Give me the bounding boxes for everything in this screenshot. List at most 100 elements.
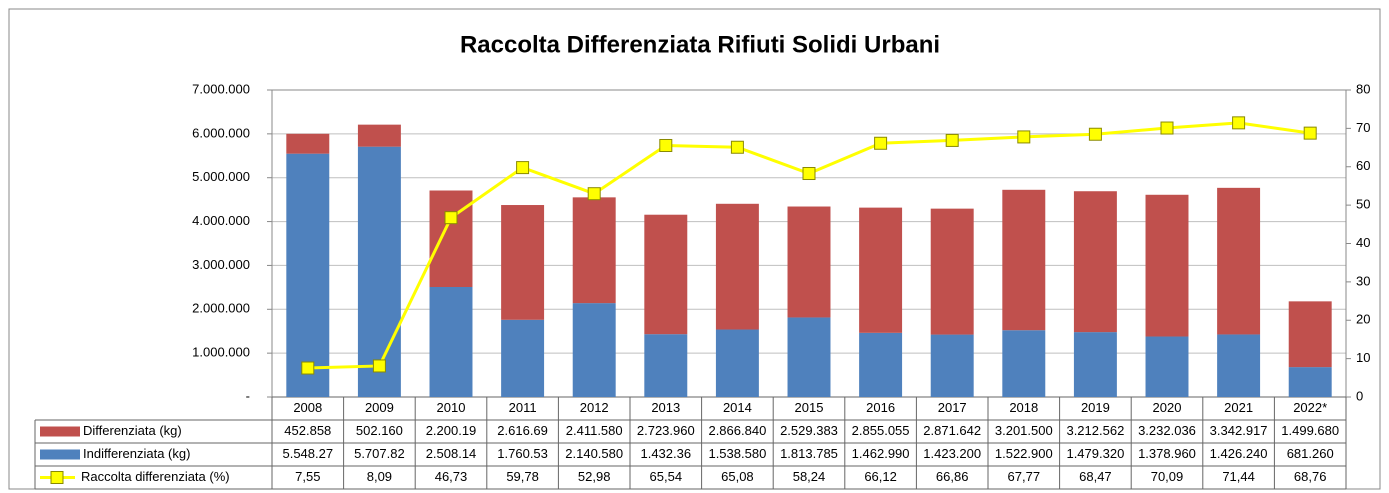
legend-label: Differenziata (kg) (83, 423, 182, 438)
table-cell: 3.342.917 (1210, 423, 1268, 438)
table-cell: 8,09 (367, 469, 392, 484)
bar (429, 190, 473, 288)
table-cell: 1.432.36 (640, 446, 691, 461)
marker (587, 187, 601, 201)
marker (1303, 126, 1317, 140)
table-cell: 2.411.580 (566, 423, 623, 438)
marker (1160, 121, 1174, 135)
table-cell: 58,24 (793, 469, 826, 484)
bar (1002, 189, 1046, 331)
legend-key (40, 449, 80, 460)
bar (357, 124, 401, 147)
table-cell: 1.479.320 (1066, 446, 1124, 461)
table-cell: 68,76 (1294, 469, 1327, 484)
x-tick-label: 2011 (509, 400, 537, 415)
table-cell: 3.232.036 (1138, 423, 1196, 438)
table-cell: 2.723.960 (637, 423, 695, 438)
table-cell: 71,44 (1222, 469, 1255, 484)
y2-tick-label: 70 (1356, 120, 1370, 135)
marker (1017, 130, 1031, 144)
bar (644, 214, 688, 335)
x-tick-label: 2020 (1153, 400, 1182, 415)
table-cell: 5.707.82 (354, 446, 405, 461)
table-cell: 3.201.500 (995, 423, 1053, 438)
bar (1145, 194, 1189, 337)
bar (429, 287, 473, 397)
bar (286, 153, 330, 397)
table-cell: 1.426.240 (1210, 446, 1268, 461)
y2-tick-label: 0 (1356, 388, 1363, 403)
table-cell: 2.140.580 (565, 446, 623, 461)
x-tick-label: 2013 (651, 400, 680, 415)
bar (501, 319, 545, 397)
y2-tick-label: 40 (1356, 235, 1370, 250)
table-cell: 1.522.900 (995, 446, 1053, 461)
x-tick-label: 2012 (580, 400, 609, 415)
marker (1088, 127, 1102, 141)
table-cell: 2.855.055 (852, 423, 910, 438)
bar (715, 329, 759, 397)
y-tick-label: - (246, 388, 250, 403)
marker (802, 167, 816, 181)
table-cell: 1.499.680 (1281, 423, 1339, 438)
table-cell: 70,09 (1151, 469, 1184, 484)
x-tick-label: 2014 (723, 400, 752, 415)
bar (787, 317, 831, 397)
legend-key (40, 426, 80, 437)
table-cell: 1.423.200 (923, 446, 981, 461)
table-cell: 2.616.69 (497, 423, 548, 438)
bar (859, 332, 903, 397)
marker (372, 359, 386, 373)
table-cell: 452.858 (284, 423, 331, 438)
marker (1232, 116, 1246, 130)
table-cell: 502.160 (356, 423, 403, 438)
table-cell: 2.529.383 (780, 423, 838, 438)
x-tick-label: 2021 (1224, 400, 1253, 415)
table-cell: 1.813.785 (780, 446, 838, 461)
y-tick-label: 6.000.000 (192, 125, 250, 140)
table-cell: 5.548.27 (282, 446, 333, 461)
legend-label: Raccolta differenziata (%) (81, 469, 230, 484)
y2-tick-label: 30 (1356, 273, 1370, 288)
marker (945, 133, 959, 147)
table-cell: 52,98 (578, 469, 611, 484)
bar (1288, 367, 1332, 397)
y2-tick-label: 80 (1356, 81, 1370, 96)
table-cell: 2.508.14 (426, 446, 477, 461)
table-cell: 67,77 (1008, 469, 1041, 484)
chart-title: Raccolta Differenziata Rifiuti Solidi Ur… (460, 31, 940, 58)
bar (357, 146, 401, 397)
table-cell: 66,12 (864, 469, 897, 484)
table-cell: 65,54 (650, 469, 683, 484)
marker (444, 211, 458, 225)
y-tick-label: 1.000.000 (192, 345, 250, 360)
table-cell: 1.378.960 (1138, 446, 1196, 461)
x-tick-label: 2018 (1009, 400, 1038, 415)
y-tick-label: 4.000.000 (192, 213, 250, 228)
y-tick-label: 3.000.000 (192, 257, 250, 272)
bar (1217, 334, 1261, 397)
marker (516, 161, 530, 175)
y2-tick-label: 10 (1356, 350, 1370, 365)
table-cell: 2.871.642 (923, 423, 981, 438)
bar (286, 133, 330, 154)
bar (930, 208, 974, 335)
marker (730, 140, 744, 154)
table-cell: 3.212.562 (1066, 423, 1124, 438)
x-tick-label: 2022* (1293, 400, 1327, 415)
x-tick-label: 2008 (293, 400, 322, 415)
table-cell: 65,08 (721, 469, 754, 484)
table-cell: 1.538.580 (708, 446, 766, 461)
table-cell: 7,55 (295, 469, 320, 484)
bar (572, 303, 616, 397)
bar (715, 203, 759, 330)
table-cell: 59,78 (506, 469, 539, 484)
bar (1288, 301, 1332, 368)
x-tick-label: 2015 (795, 400, 824, 415)
table-cell: 1.760.53 (497, 446, 548, 461)
marker (301, 361, 315, 375)
table-cell: 1.462.990 (852, 446, 910, 461)
x-tick-label: 2010 (437, 400, 466, 415)
bar (1073, 191, 1117, 333)
